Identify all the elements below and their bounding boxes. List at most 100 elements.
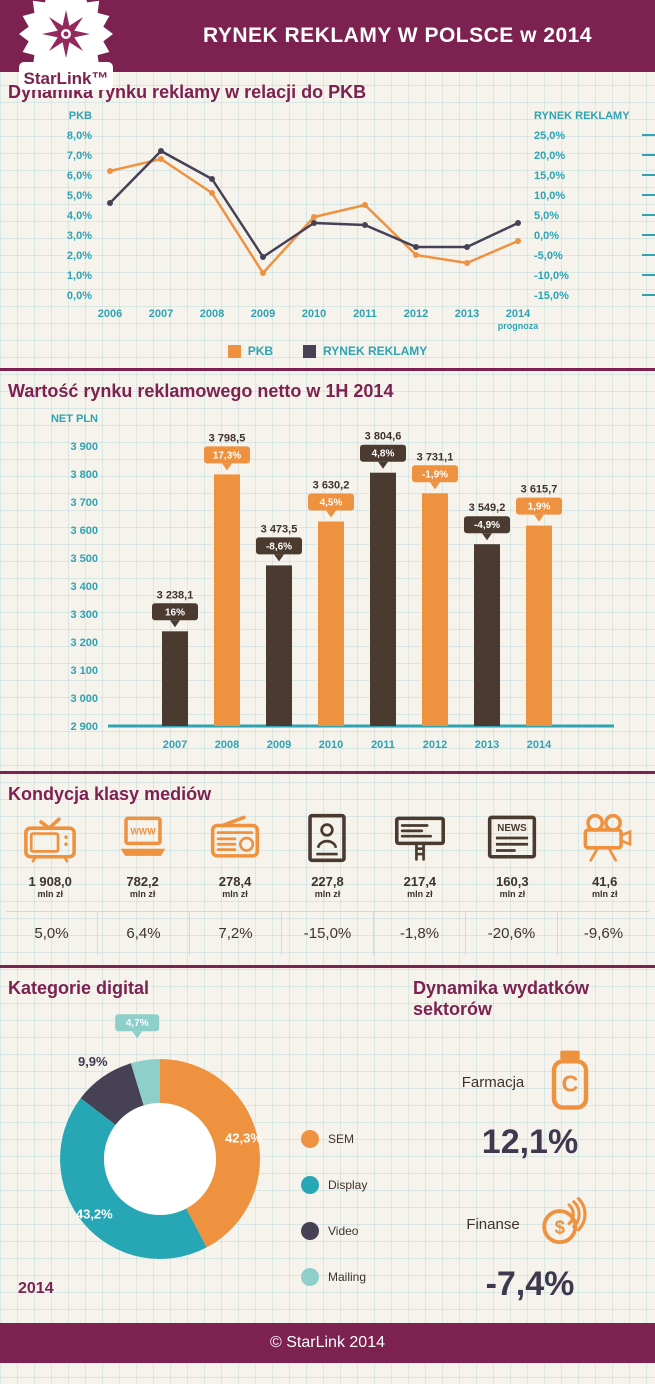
x-axis-tick: 2010 — [319, 739, 343, 751]
right-axis-tick: 25,0% — [534, 130, 565, 142]
left-axis-tick: 0,0% — [67, 290, 92, 302]
data-point — [209, 190, 215, 196]
bar-2011 — [370, 472, 396, 726]
media-item-cinema: 41,6 mln zł — [559, 813, 651, 899]
y-axis-title: NET PLN — [51, 413, 98, 425]
media-value: 41,6 — [592, 874, 618, 889]
media-unit: mln zł — [37, 889, 63, 899]
prognoza-note: prognoza — [498, 321, 539, 331]
change-label: -4,9% — [474, 520, 500, 531]
data-point — [158, 156, 164, 162]
media-value: 227,8 — [311, 874, 344, 889]
slice-label: 4,7% — [126, 1018, 149, 1029]
data-point — [362, 222, 368, 228]
change-tag-pointer — [326, 510, 336, 518]
media-icons-row: 1 908,0 mln zł WWW 782,2 mln zł 278,4 mln zł 22… — [0, 807, 655, 899]
media-value: 278,4 — [218, 874, 252, 889]
donut-legend-label: SEM — [328, 1132, 354, 1146]
donut-slice-video — [80, 1063, 144, 1125]
change-tag — [412, 465, 458, 483]
section-title-digital: Kategorie digital — [8, 978, 150, 998]
svg-text:$: $ — [554, 1217, 565, 1238]
left-axis-tick: 6,0% — [67, 170, 92, 182]
data-point — [260, 254, 266, 260]
left-axis-tick: 1,0% — [67, 270, 92, 282]
x-axis-tick: 2011 — [371, 739, 395, 751]
bar-2014 — [526, 525, 552, 726]
left-axis-tick: 5,0% — [67, 190, 92, 202]
donut-slice-sem — [160, 1059, 260, 1248]
x-axis-tick: 2013 — [475, 739, 499, 751]
change-tag — [204, 446, 250, 464]
svg-text:WWW: WWW — [130, 826, 156, 836]
change-tag — [256, 537, 302, 555]
media-item-www-laptop: WWW 782,2 mln zł — [96, 813, 188, 899]
change-tag-pointer — [430, 482, 440, 490]
x-axis-tick: 2011 — [353, 308, 377, 320]
bar-2012 — [422, 493, 448, 726]
change-tag-pointer — [274, 554, 284, 562]
starlink-logo: StarLink™ — [4, 0, 130, 96]
media-unit: mln zł — [407, 889, 433, 899]
left-axis-title: PKB — [69, 110, 92, 122]
svg-text:NEWS: NEWS — [498, 823, 528, 834]
change-label: 17,3% — [213, 450, 241, 461]
bar-value-label: 3 549,2 — [469, 502, 506, 514]
starlink-logo-burst-icon: StarLink™ — [19, 0, 113, 90]
slice-label: 43,2% — [76, 1207, 113, 1222]
header: StarLink™ RYNEK REKLAMY W POLSCE w 2014 — [0, 0, 655, 90]
right-axis-title: RYNEK REKLAMY — [534, 110, 630, 122]
right-axis-tick: -15,0% — [534, 290, 569, 302]
change-label: 1,9% — [528, 502, 551, 513]
gdp-legend: PKB RYNEK REKLAMY — [0, 344, 655, 358]
left-axis-tick: 7,0% — [67, 150, 92, 162]
media-change: 7,2% — [189, 912, 281, 955]
media-change: 5,0% — [34, 925, 69, 942]
y-axis-tick: 3 500 — [70, 553, 98, 565]
donut-legend-swatch — [301, 1268, 319, 1286]
donut-legend-label: Mailing — [328, 1270, 366, 1284]
section-media-condition: Kondycja klasy mediów 1 908,0 mln zł WWW 78… — [0, 784, 655, 955]
donut-legend-swatch — [301, 1130, 319, 1148]
data-point — [464, 244, 470, 250]
section-digital-and-sectors: Kategorie digital 42,3% 43,2% 9,9% 4,7% SEM D… — [0, 968, 655, 1313]
change-tag — [360, 444, 406, 462]
sector-farmacja: Farmacja C — [405, 1048, 655, 1117]
bar-2009 — [266, 565, 292, 726]
logo-burst-shapes — [19, 0, 113, 90]
gdp-line-chart: PKB RYNEK REKLAMY 8,0% 7,0% 6,0% 5,0% 4,0% 3,0%… — [67, 110, 655, 331]
legend-label: RYNEK REKLAMY — [323, 344, 428, 358]
donut-legend-swatch — [301, 1222, 319, 1240]
logo-text: StarLink™ — [23, 69, 108, 88]
bar-2007 — [162, 631, 188, 726]
bar-2010 — [318, 521, 344, 726]
y-axis-tick: 3 100 — [70, 665, 98, 677]
data-point — [362, 202, 368, 208]
bar-value-label: 3 238,1 — [157, 589, 194, 601]
market-value-bar-chart: NET PLN 3 900 3 800 3 700 3 600 3 500 3 400 3 3… — [51, 413, 614, 751]
media-unit: mln zł — [129, 889, 156, 899]
tv-icon — [4, 813, 96, 868]
media-change-row: 5,0% 6,4% 7,2% -15,0% -1,8% -20,6% -9,6% — [6, 911, 649, 955]
media-item-radio: 278,4 mln zł — [189, 813, 281, 899]
y-axis-tick: 3 900 — [70, 441, 98, 453]
x-axis-tick: 2008 — [200, 308, 224, 320]
section-title-sectors: Dynamika wydatków sektorów — [413, 978, 590, 1019]
data-point — [464, 260, 470, 266]
news-icon: NEWS — [466, 813, 558, 868]
media-change: -9,6% — [557, 912, 649, 955]
donut-year-label: 2014 — [18, 1280, 54, 1297]
x-axis-tick: 2012 — [423, 739, 447, 751]
right-axis-tick: 10,0% — [534, 190, 565, 202]
data-point — [107, 168, 113, 174]
sector-value: 12,1% — [481, 1123, 579, 1161]
sector-value: -7,4% — [485, 1265, 575, 1303]
sector-label: Farmacja — [461, 1074, 525, 1091]
digital-donut-chart: 42,3% 43,2% 9,9% 4,7% SEM Display Video Mailing — [60, 1014, 367, 1286]
right-axis-tick: 20,0% — [534, 150, 565, 162]
x-axis-tick: 2012 — [404, 308, 428, 320]
y-axis-tick: 3 000 — [70, 693, 98, 705]
y-axis-tick: 3 800 — [70, 469, 98, 481]
legend-swatch — [303, 344, 317, 358]
